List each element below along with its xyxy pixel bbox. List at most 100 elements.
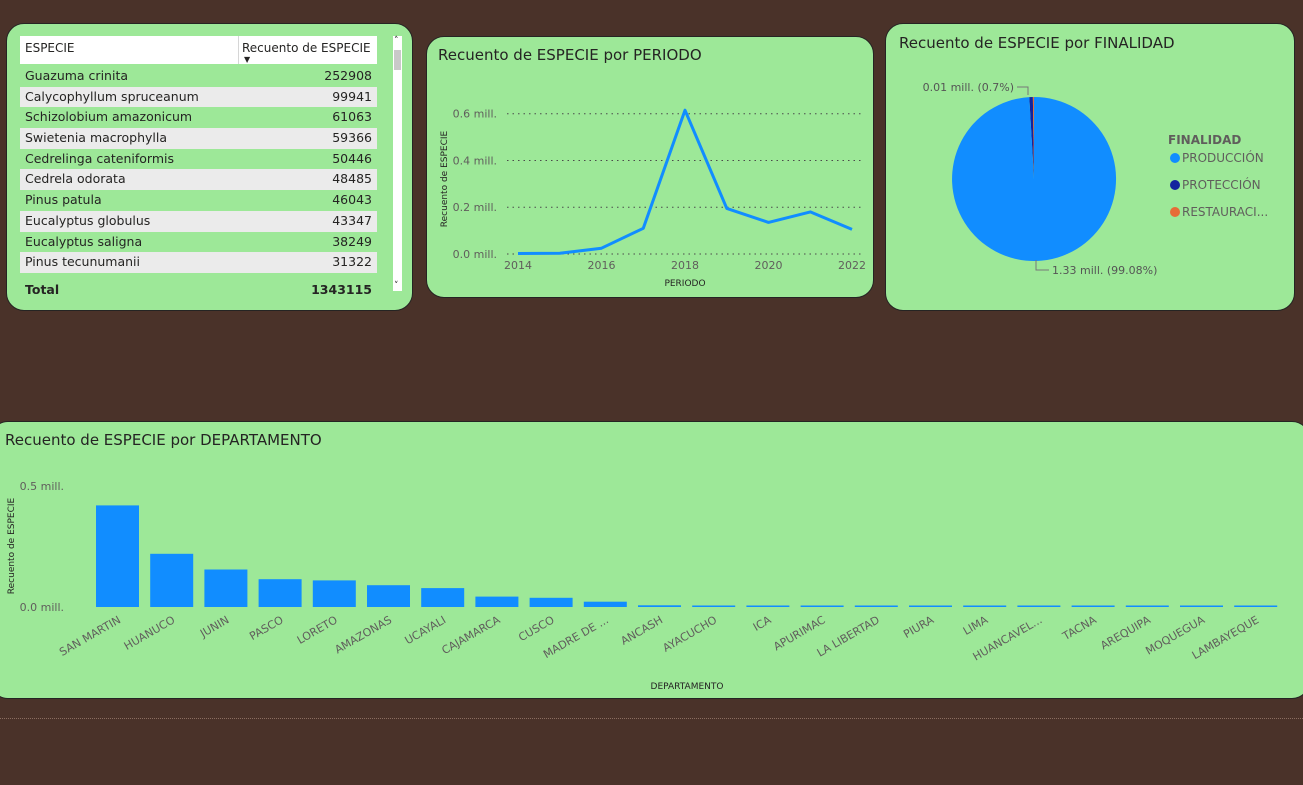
- legend-marker: [1170, 180, 1180, 190]
- department-bar[interactable]: [638, 605, 681, 607]
- sort-descending-icon[interactable]: ▼: [244, 55, 251, 64]
- total-label: Total: [25, 282, 60, 297]
- pie-chart[interactable]: 0.01 mill. (0.7%) 1.33 mill. (99.08%) FI…: [886, 24, 1295, 311]
- bar-chart-x-tick-label: AMAZONAS: [333, 613, 394, 656]
- department-bar[interactable]: [421, 588, 465, 607]
- column-divider[interactable]: [238, 36, 239, 64]
- table-row[interactable]: Guazuma crinita 252908: [20, 66, 377, 87]
- department-bar[interactable]: [1017, 605, 1061, 608]
- department-bar[interactable]: [583, 601, 627, 607]
- department-bar[interactable]: [1234, 605, 1278, 608]
- bar-chart-x-tick-label: ANCASH: [618, 613, 665, 647]
- line-chart-x-tick-label: 2018: [671, 259, 699, 272]
- species-name: Eucalyptus globulus: [25, 212, 151, 228]
- bar-chart-x-tick-label: AYACUCHO: [661, 613, 720, 655]
- line-chart-y-tick-label: 0.4 mill.: [453, 154, 497, 167]
- species-count: 61063: [332, 109, 372, 125]
- bar-chart-y-axis-label: Recuento de ESPECIE: [7, 497, 17, 594]
- legend-marker: [1170, 153, 1180, 163]
- table-scrollbar[interactable]: ˄ ˅: [393, 36, 402, 291]
- department-bar[interactable]: [963, 605, 1007, 608]
- species-count: 59366: [332, 130, 372, 146]
- species-name: Cedrela odorata: [25, 171, 126, 187]
- scroll-up-icon[interactable]: ˄: [394, 36, 399, 46]
- department-bar[interactable]: [204, 569, 248, 608]
- table-row[interactable]: Eucalyptus saligna 38249: [20, 232, 377, 253]
- pie-slice[interactable]: [1029, 97, 1034, 179]
- bar-chart[interactable]: Recuento de ESPECIE DEPARTAMENTO 0.0 mil…: [0, 422, 1303, 699]
- line-chart-x-tick-label: 2022: [838, 259, 866, 272]
- species-count: 46043: [332, 192, 372, 208]
- legend-entry[interactable]: RESTAURACI...: [1182, 205, 1268, 219]
- pie-chart-card[interactable]: Recuento de ESPECIE por FINALIDAD 0.01 m…: [885, 23, 1295, 311]
- species-count: 31322: [332, 254, 372, 270]
- bar-chart-x-tick-label: PIURA: [901, 613, 936, 641]
- bar-chart-x-tick-label: UCAYALI: [403, 613, 449, 647]
- department-bar[interactable]: [529, 597, 573, 607]
- department-bar[interactable]: [1125, 605, 1169, 608]
- species-name: Pinus tecunumanii: [25, 254, 141, 270]
- table-row[interactable]: Cedrelinga cateniformis 50446: [20, 149, 377, 170]
- species-name: Tectona grandis: [25, 275, 124, 277]
- species-name: Cedrelinga cateniformis: [25, 150, 174, 166]
- species-count: 26854: [332, 275, 372, 277]
- species-name: Guazuma crinita: [25, 68, 129, 83]
- pie-chart-title: Recuento de ESPECIE por FINALIDAD: [899, 34, 1175, 52]
- legend-entry[interactable]: PROTECCIÓN: [1182, 177, 1261, 192]
- table-row[interactable]: Pinus tecunumanii 31322: [20, 252, 377, 273]
- line-chart-y-tick-label: 0.0 mill.: [453, 248, 497, 261]
- bar-chart-y-tick-label: 0.0 mill.: [20, 601, 64, 614]
- line-chart[interactable]: Recuento de ESPECIE PERIODO 0.0 mill. 0.2…: [427, 37, 874, 298]
- bar-chart-x-tick-label: PASCO: [247, 613, 286, 643]
- pie-slice[interactable]: [1032, 97, 1034, 179]
- line-chart-x-axis-label: PERIODO: [664, 279, 705, 289]
- species-count: 252908: [324, 68, 372, 83]
- pie-slice[interactable]: [952, 96, 1117, 261]
- department-bar[interactable]: [1180, 605, 1223, 608]
- department-bar[interactable]: [854, 605, 898, 608]
- bar-chart-card[interactable]: Recuento de ESPECIE por DEPARTAMENTO Rec…: [0, 421, 1303, 699]
- scroll-down-icon[interactable]: ˅: [394, 281, 399, 291]
- table-row[interactable]: Calycophyllum spruceanum 99941: [20, 86, 377, 108]
- species-name: Swietenia macrophylla: [25, 130, 168, 146]
- line-chart-y-tick-label: 0.6 mill.: [453, 108, 497, 121]
- table-row[interactable]: Cedrela odorata 48485: [20, 169, 377, 191]
- line-chart-x-tick-label: 2016: [588, 259, 616, 272]
- table-body: Guazuma crinita 252908 Calycophyllum spruc…: [20, 66, 377, 277]
- line-series-path[interactable]: [517, 108, 853, 255]
- species-count: 99941: [332, 88, 372, 104]
- department-bar[interactable]: [909, 605, 952, 608]
- canvas-divider: [0, 718, 1303, 719]
- department-bar[interactable]: [692, 605, 736, 608]
- table-row[interactable]: Tectona grandis 26854: [20, 273, 377, 277]
- column-header-recuento[interactable]: Recuento de ESPECIE: [242, 41, 371, 55]
- table-row[interactable]: Schizolobium amazonicum 61063: [20, 107, 377, 128]
- line-chart-y-tick-label: 0.2 mill.: [453, 201, 497, 214]
- table-row[interactable]: Eucalyptus globulus 43347: [20, 210, 377, 232]
- department-bar[interactable]: [258, 579, 302, 607]
- column-header-especie[interactable]: ESPECIE: [25, 41, 75, 55]
- department-bar[interactable]: [475, 596, 519, 607]
- table-row[interactable]: Pinus patula 46043: [20, 190, 377, 211]
- bar-chart-x-tick-label: CAJAMARCA: [440, 613, 503, 657]
- legend-entry[interactable]: PRODUCCIÓN: [1182, 150, 1264, 165]
- small-slice-leader-line: [1017, 86, 1029, 95]
- bar-chart-x-tick-label: LIMA: [961, 613, 991, 638]
- bar-chart-x-tick-label: CUSCO: [516, 613, 557, 644]
- species-name: Calycophyllum spruceanum: [25, 88, 199, 104]
- line-chart-card[interactable]: Recuento de ESPECIE por PERIODO Recuento…: [426, 36, 874, 298]
- scrollbar-thumb[interactable]: [394, 50, 401, 70]
- department-bar[interactable]: [150, 553, 194, 607]
- line-chart-x-tick-label: 2014: [504, 259, 532, 272]
- bar-chart-x-tick-label: ICA: [751, 613, 774, 634]
- department-bar[interactable]: [96, 505, 139, 607]
- department-bar[interactable]: [746, 605, 790, 608]
- department-bar[interactable]: [312, 580, 356, 607]
- department-bar[interactable]: [367, 585, 410, 607]
- bar-chart-x-tick-label: TACNA: [1060, 613, 1100, 643]
- species-count: 50446: [332, 150, 372, 166]
- table-row[interactable]: Swietenia macrophylla 59366: [20, 128, 377, 149]
- department-bar[interactable]: [1071, 605, 1115, 608]
- line-chart-x-tick-label: 2020: [755, 259, 783, 272]
- department-bar[interactable]: [800, 605, 844, 608]
